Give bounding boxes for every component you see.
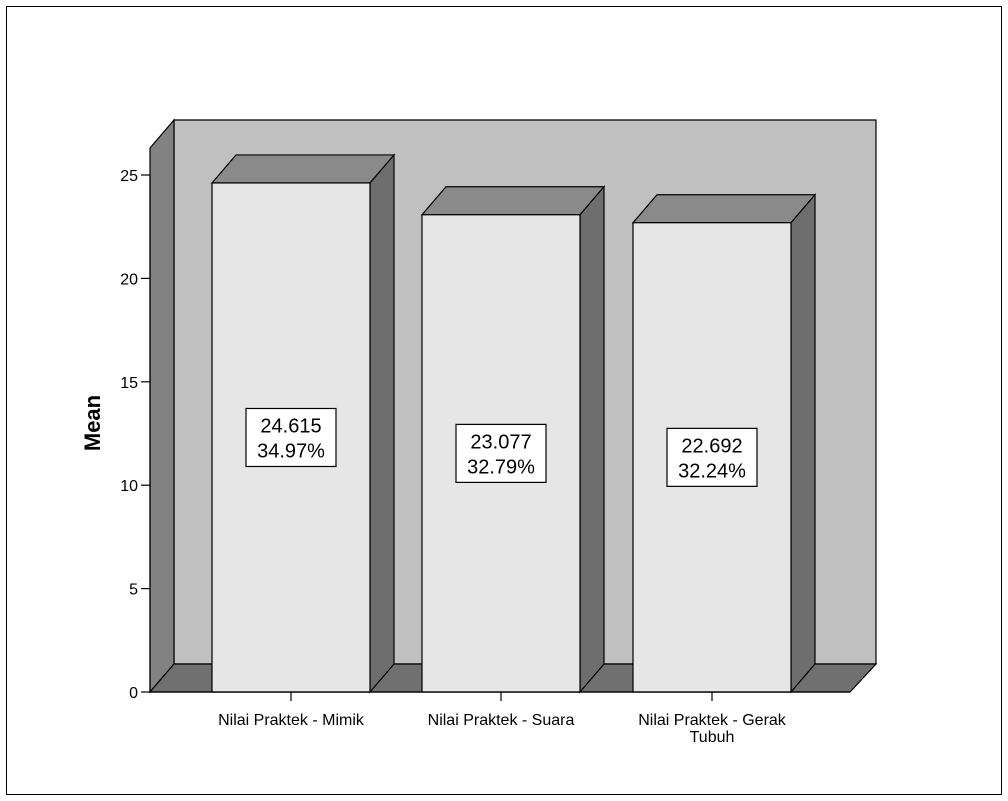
data-label-value: 23.077 — [470, 431, 531, 453]
bar-side — [579, 185, 605, 694]
data-label-percent: 34.97% — [257, 440, 325, 462]
y-tick-label: 20 — [120, 271, 138, 288]
bar: 23.077 32.79% — [420, 185, 606, 694]
y-tick-label: 25 — [120, 168, 138, 185]
bar-top — [210, 154, 396, 184]
bar-side — [369, 153, 395, 694]
side-wall — [149, 118, 175, 694]
x-tick-label: Nilai Praktek - Gerak — [638, 712, 787, 729]
data-label-percent: 32.79% — [467, 456, 535, 478]
bar-top — [631, 194, 817, 224]
bars: 24.615 34.97% 23.077 32.79% 22.692 32.24% — [210, 153, 817, 694]
y-tick-label: 10 — [120, 478, 138, 495]
bar: 22.692 32.24% — [631, 193, 817, 694]
y-tick-label: 15 — [120, 375, 138, 392]
data-label-value: 24.615 — [260, 415, 321, 437]
y-axis: 0 5 10 15 20 25 — [120, 168, 151, 702]
x-tick-label: Nilai Praktek - Mimik — [218, 712, 365, 729]
data-label-box — [245, 407, 337, 468]
data-label-box — [455, 423, 547, 483]
x-tick-label: Nilai Praktek - Suara — [428, 712, 575, 729]
data-label-percent: 32.24% — [678, 460, 746, 482]
bar-top — [420, 186, 606, 216]
y-tick-label: 0 — [129, 685, 138, 702]
data-label-box — [666, 427, 758, 487]
x-tick-label: Tubuh — [690, 729, 735, 746]
bar-side — [790, 193, 816, 694]
y-tick-label: 5 — [129, 582, 138, 599]
data-label-value: 22.692 — [681, 435, 742, 457]
y-axis-label: Mean — [80, 395, 105, 451]
x-axis: Nilai Praktek - Mimik Nilai Praktek - Sua… — [150, 691, 850, 746]
bar: 24.615 34.97% — [210, 153, 396, 694]
